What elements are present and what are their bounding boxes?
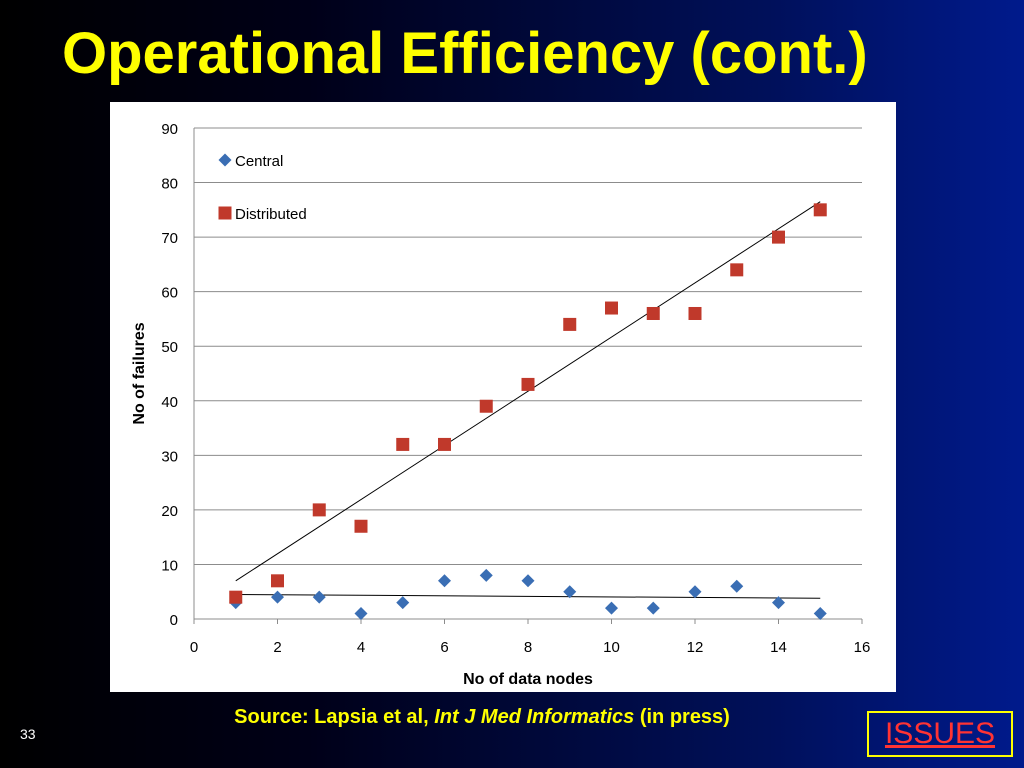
data-point-distributed-2 — [271, 574, 284, 588]
legend-marker-distributed — [218, 206, 232, 220]
y-tick-label-40: 40 — [161, 394, 178, 411]
data-point-central-9 — [563, 585, 577, 599]
data-point-central-5 — [396, 596, 410, 610]
data-point-central-6 — [438, 574, 451, 588]
data-point-distributed-13 — [730, 263, 744, 277]
x-tick-label-14: 14 — [770, 639, 787, 656]
axes: 0 10 20 30 40 50 60 70 80 90 0 2 4 6 8 10 12 14 16 No of da… — [131, 121, 870, 688]
x-tick-label-2: 2 — [273, 639, 281, 656]
trendline-distributed — [235, 201, 821, 582]
data-point-central-11 — [646, 601, 660, 615]
data-point-distributed-7 — [479, 399, 493, 413]
slide-number: 33 — [20, 726, 36, 742]
legend: Central Distributed — [218, 153, 307, 223]
data-point-distributed-9 — [563, 317, 577, 331]
gridlines — [194, 127, 862, 620]
chart-panel: 0 10 20 30 40 50 60 70 80 90 0 2 4 6 8 10 12 14 16 No of da… — [110, 102, 896, 692]
x-tick-label-4: 4 — [357, 639, 365, 656]
data-point-distributed-12 — [688, 306, 702, 320]
data-point-central-3 — [312, 590, 326, 604]
data-point-central-4 — [354, 607, 368, 621]
x-tick-label-6: 6 — [440, 639, 448, 656]
source-citation: Source: Lapsia et al, Int J Med Informat… — [0, 706, 964, 729]
y-tick-label-90: 90 — [161, 121, 178, 138]
data-point-distributed-3 — [312, 503, 326, 517]
data-point-distributed-5 — [396, 437, 410, 451]
data-point-distributed-14 — [772, 230, 785, 244]
legend-label-central: Central — [235, 153, 283, 170]
data-point-central-14 — [772, 596, 785, 610]
trendlines — [235, 201, 821, 599]
data-points — [229, 203, 827, 621]
y-tick-label-50: 50 — [161, 339, 178, 356]
data-point-central-8 — [521, 574, 535, 588]
data-point-distributed-10 — [605, 301, 618, 315]
legend-marker-central — [218, 153, 232, 167]
data-point-distributed-4 — [354, 519, 368, 533]
data-point-distributed-1 — [229, 590, 243, 604]
x-tick-label-12: 12 — [687, 639, 704, 656]
x-tick-label-10: 10 — [603, 639, 620, 656]
data-point-distributed-11 — [646, 306, 660, 320]
legend-label-distributed: Distributed — [235, 206, 307, 223]
y-tick-label-0: 0 — [170, 612, 178, 629]
issues-link-button[interactable]: ISSUES — [867, 711, 1013, 757]
data-point-central-15 — [813, 607, 827, 621]
y-tick-label-70: 70 — [161, 230, 178, 247]
y-tick-label-10: 10 — [161, 557, 178, 574]
y-tick-label-30: 30 — [161, 448, 178, 465]
data-point-distributed-8 — [521, 377, 535, 391]
y-tick-label-60: 60 — [161, 285, 178, 302]
data-point-distributed-15 — [813, 203, 827, 217]
x-axis-title: No of data nodes — [463, 671, 593, 688]
y-tick-label-20: 20 — [161, 503, 178, 520]
y-tick-label-80: 80 — [161, 176, 178, 193]
source-journal: Int J Med Informatics — [434, 706, 635, 728]
y-axis-title: No of failures — [131, 322, 148, 424]
data-point-central-13 — [730, 579, 744, 593]
trendline-central — [235, 593, 821, 599]
x-tick-label-0: 0 — [190, 639, 198, 656]
x-tick-label-16: 16 — [854, 639, 871, 656]
data-point-central-2 — [271, 590, 284, 604]
x-tick-label-8: 8 — [524, 639, 532, 656]
source-prefix: Source: Lapsia et al, — [234, 706, 435, 728]
source-suffix: (in press) — [634, 706, 730, 728]
slide-title: Operational Efficiency (cont.) — [62, 21, 868, 86]
data-point-central-10 — [605, 601, 618, 615]
data-point-central-12 — [688, 585, 702, 599]
data-point-central-7 — [479, 568, 493, 582]
scatter-chart: 0 10 20 30 40 50 60 70 80 90 0 2 4 6 8 10 12 14 16 No of da… — [131, 121, 870, 688]
data-point-distributed-6 — [438, 437, 451, 451]
